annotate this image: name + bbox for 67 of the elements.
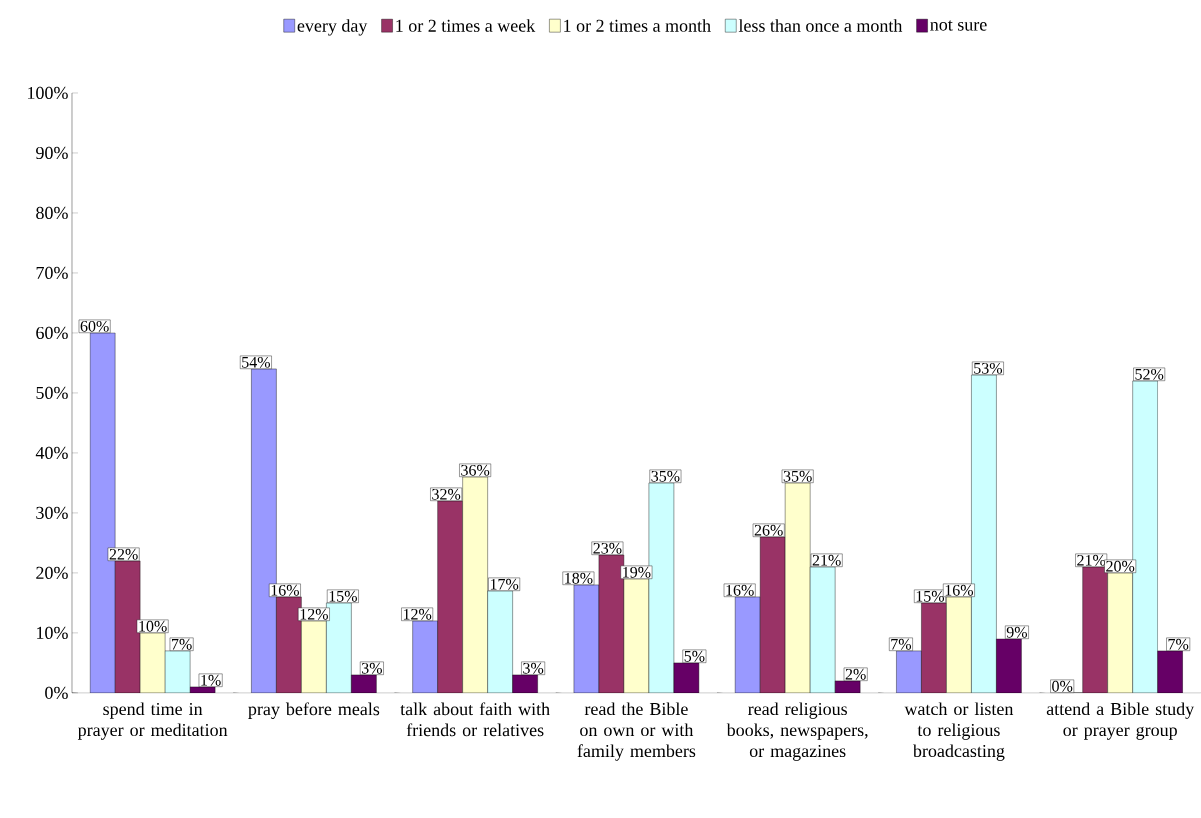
y-tick-label: 20% (36, 566, 68, 580)
x-tick-label: read the Bible on own or with family members (577, 702, 696, 761)
data-label: 52% (1135, 368, 1164, 380)
data-label: 16% (726, 584, 754, 596)
bar (1082, 566, 1108, 693)
y-tick-label: 50% (36, 386, 68, 400)
bar (276, 596, 302, 693)
data-label: 15% (329, 590, 357, 602)
x-tick-label: pray before meals (248, 702, 380, 720)
data-label: 7% (891, 638, 912, 650)
y-tick-label: 80% (36, 206, 68, 220)
data-label: 60% (80, 320, 109, 332)
x-tick-label: watch or listen to religious broadcasting (904, 702, 1014, 761)
y-tick-label: 40% (35, 446, 68, 460)
legend-label: 1 or 2 times a week (396, 19, 536, 32)
x-tick-label: attend a Bible study or prayer group (1046, 702, 1195, 740)
bar (412, 620, 438, 693)
data-label: 36% (461, 464, 490, 476)
data-label: 12% (403, 608, 432, 620)
y-tick-label: 10% (37, 626, 68, 640)
y-tick-label: 70% (36, 266, 68, 280)
data-label: 35% (783, 470, 812, 482)
legend-label: not sure (930, 20, 987, 31)
data-label: 15% (916, 590, 945, 602)
legend-label: less than once a month (738, 19, 903, 32)
data-label: 16% (945, 584, 974, 596)
bar (760, 536, 786, 693)
data-label: 26% (754, 524, 783, 536)
data-label: 19% (623, 566, 651, 578)
x-tick-label: talk about faith with friends or relatives (400, 702, 550, 737)
data-label: 18% (565, 572, 593, 584)
data-label: 54% (242, 356, 271, 368)
y-tick-label: 0% (45, 686, 68, 700)
data-label: 21% (812, 554, 841, 566)
data-label: 16% (271, 584, 299, 596)
data-label: 3% (361, 662, 382, 674)
data-label: 7% (1168, 638, 1189, 650)
data-label: 53% (974, 362, 1003, 374)
bar (735, 596, 761, 693)
data-label: 35% (651, 470, 680, 482)
data-label: 32% (432, 488, 461, 500)
data-label: 5% (684, 650, 705, 662)
data-label: 1% (201, 674, 221, 686)
y-tick-label: 30% (36, 506, 68, 520)
bar (573, 584, 599, 693)
data-label: 9% (1006, 626, 1028, 638)
data-label: 22% (109, 548, 138, 560)
data-label: 20% (1106, 560, 1135, 572)
bar (896, 650, 922, 693)
y-tick-label: 100% (28, 86, 68, 100)
bar (437, 500, 463, 693)
data-label: 7% (172, 638, 192, 650)
data-label: 21% (1077, 554, 1106, 566)
legend-label: 1 or 2 times a month (564, 19, 711, 32)
data-label: 3% (523, 662, 544, 674)
data-label: 2% (845, 668, 866, 680)
x-tick-label: read religious books, newspapers, or magazines (726, 702, 868, 761)
data-label: 17% (490, 578, 519, 590)
legend-label: every day (297, 19, 368, 36)
data-label: 10% (139, 620, 167, 632)
data-label: 12% (300, 608, 328, 620)
data-label: 0% (1052, 680, 1073, 692)
x-tick-label: spend time in prayer or meditation (77, 702, 228, 740)
y-tick-label: 90% (36, 146, 68, 160)
y-tick-label: 60% (36, 326, 68, 340)
data-label: 23% (593, 542, 622, 554)
bar (921, 602, 947, 693)
